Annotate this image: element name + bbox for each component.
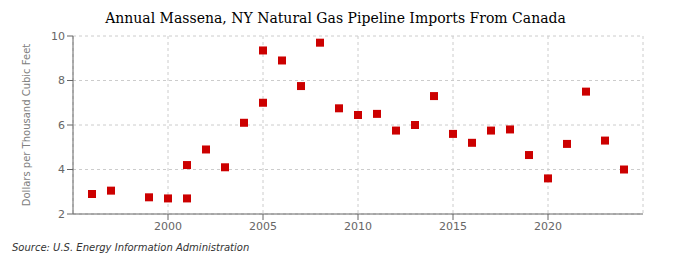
svg-text:8: 8 xyxy=(58,74,65,87)
svg-text:10: 10 xyxy=(51,30,65,43)
svg-text:Dollars per Thousand Cubic Fee: Dollars per Thousand Cubic Feet xyxy=(21,44,32,207)
html-text:Source: U.S. Energy Informatio: Source: U.S. Energy Information Administ… xyxy=(12,242,250,253)
svg-text:2005: 2005 xyxy=(249,220,277,233)
svg-text:2000: 2000 xyxy=(154,220,182,233)
svg-text:6: 6 xyxy=(58,119,65,132)
svg-text:2020: 2020 xyxy=(534,220,562,233)
svg-text:2010: 2010 xyxy=(344,220,372,233)
svg-text:2015: 2015 xyxy=(439,220,467,233)
svg-text:2: 2 xyxy=(58,208,65,221)
html-text:Annual Massena, NY Natural Gas: Annual Massena, NY Natural Gas Pipeline … xyxy=(105,10,566,26)
svg-text:4: 4 xyxy=(58,163,65,176)
